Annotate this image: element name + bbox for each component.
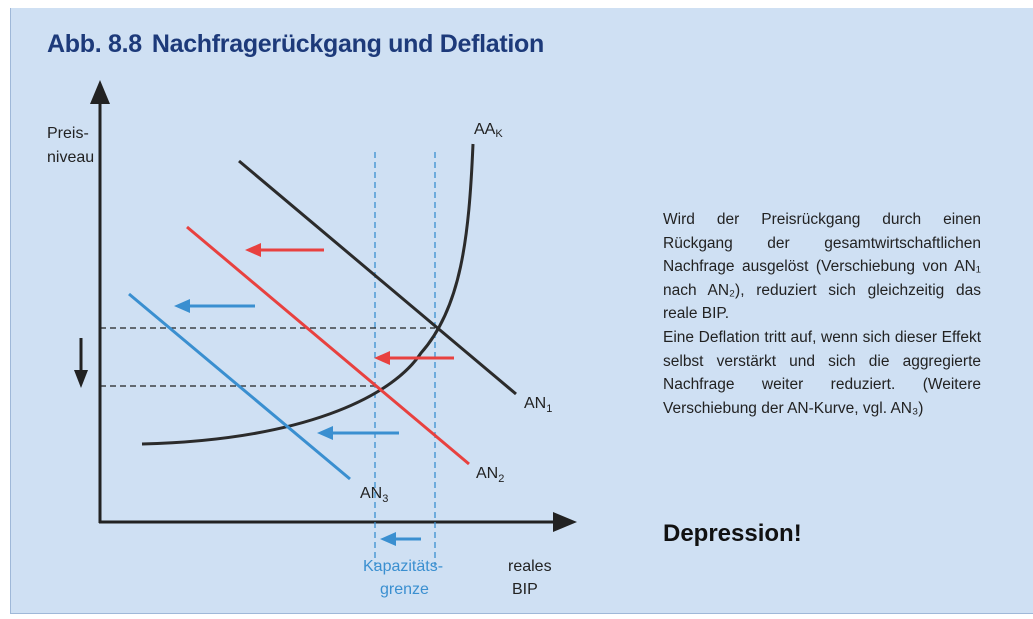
x-axis-label-line2: BIP xyxy=(512,581,538,598)
capacity-shift-arrow-head xyxy=(380,532,396,546)
description-paragraph-2: Eine Deflation tritt auf, wenn sich dies… xyxy=(663,328,981,417)
y-axis-label-line2: niveau xyxy=(47,149,94,166)
y-axis-label-line1: Preis- xyxy=(47,125,89,142)
an2-label: AN2 xyxy=(476,465,504,485)
shift-arrow-red-2-head xyxy=(374,351,390,365)
capacity-label-line1: Kapazitäts- xyxy=(363,558,443,575)
capacity-label-line2: grenze xyxy=(380,581,429,598)
shift-arrow-red-1-head xyxy=(245,243,261,257)
figure-number: Abb. 8.8 xyxy=(47,30,142,58)
price-down-arrowhead xyxy=(74,370,88,388)
an1-label: AN1 xyxy=(524,395,552,415)
an3-label: AN3 xyxy=(360,485,388,505)
an1-line xyxy=(238,159,517,396)
shift-arrow-blue-1-head xyxy=(174,299,190,313)
deflation-diagram: Preis- niveau reales BIP Kapazitäts- gre… xyxy=(47,80,577,598)
aa-k-label: AAK xyxy=(474,121,503,140)
x-axis-arrowhead xyxy=(553,512,577,532)
figure-panel: Abb. 8.8 Nachfragerückgang und Deflation xyxy=(10,8,1033,614)
description: Wird der Preisrückgang durch einen Rückg… xyxy=(663,208,981,420)
shift-arrow-blue-2-head xyxy=(317,426,333,440)
figure-title: Abb. 8.8 Nachfragerückgang und Deflation xyxy=(47,30,544,59)
y-axis-arrowhead xyxy=(90,80,110,104)
x-axis-label-line1: reales xyxy=(508,558,552,575)
depression-headline: Depression! xyxy=(663,520,802,547)
figure-title-text: Nachfragerückgang und Deflation xyxy=(151,30,544,58)
description-paragraph-1: Wird der Preisrückgang durch einen Rückg… xyxy=(663,211,981,323)
an2-line xyxy=(186,225,470,466)
an3-line xyxy=(128,292,351,481)
aa-k-curve xyxy=(141,143,475,446)
